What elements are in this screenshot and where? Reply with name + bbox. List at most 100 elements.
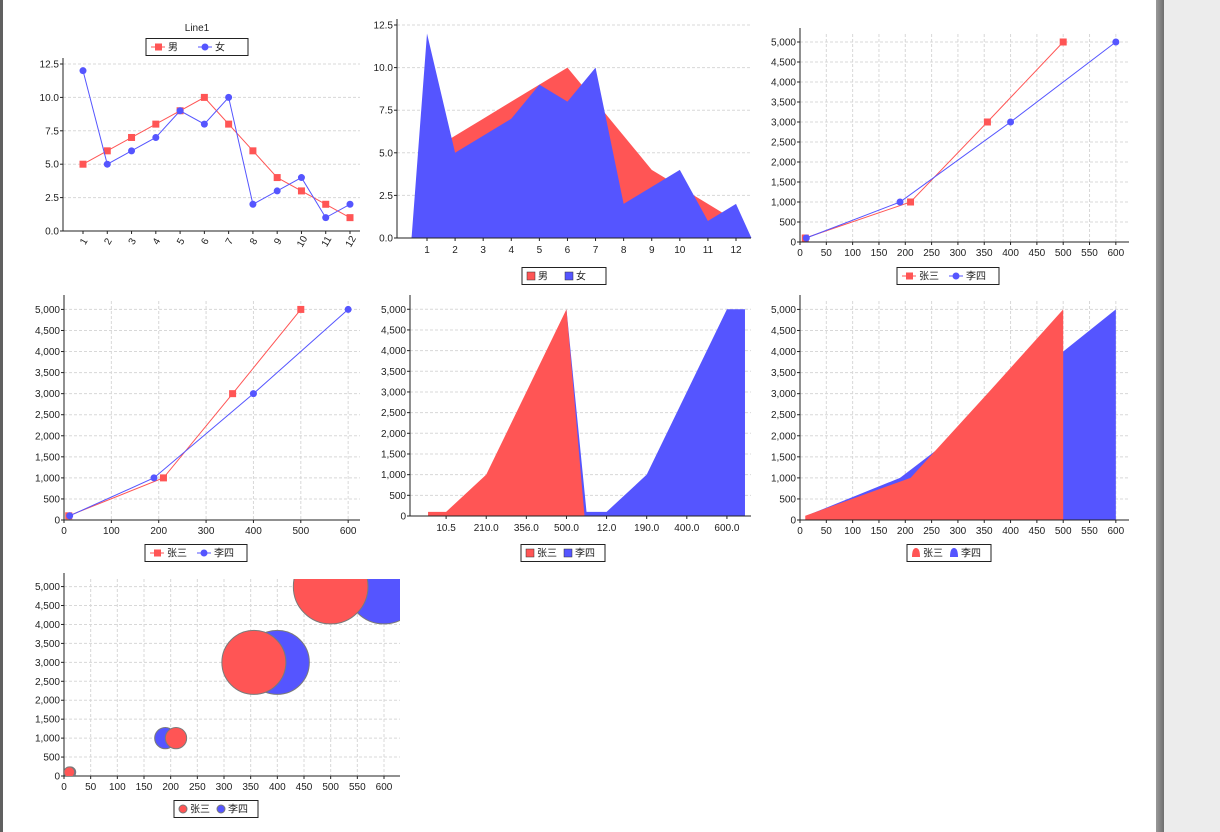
bubble — [221, 629, 287, 695]
x-tick-label: 10 — [295, 234, 310, 250]
legend-label: 李四 — [575, 547, 595, 560]
x-tick-label: 450 — [1029, 526, 1046, 537]
y-tick-label: 0 — [54, 516, 60, 527]
x-tick-label: 3 — [127, 236, 140, 247]
data-point-circle — [79, 67, 87, 75]
y-tick-label: 500 — [43, 753, 60, 764]
series-line — [82, 96, 351, 219]
x-tick-label: 12 — [730, 245, 742, 256]
legend-label: 张三 — [923, 548, 943, 560]
legend-circle-marker — [201, 43, 209, 51]
x-tick-label: 350 — [242, 782, 259, 793]
x-tick-label: 600 — [340, 526, 357, 537]
y-tick-label: 2,000 — [771, 431, 796, 442]
x-tick-label: 190.0 — [634, 523, 659, 534]
data-point-circle — [896, 198, 904, 206]
x-tick-label: 500 — [1055, 248, 1072, 259]
y-tick-label: 3,000 — [381, 387, 406, 398]
x-tick-label: 550 — [1081, 526, 1098, 537]
x-tick-label: 50 — [821, 526, 833, 537]
series-line — [69, 309, 349, 517]
x-tick-label: 0 — [61, 526, 67, 537]
y-tick-label: 1,000 — [35, 734, 60, 745]
legend-square-marker — [155, 43, 162, 51]
legend: 张三 李四 — [896, 267, 1000, 285]
y-tick-label: 3,000 — [771, 389, 796, 400]
x-tick-label: 6 — [565, 245, 571, 256]
legend-box — [521, 267, 607, 285]
x-tick-label: 11 — [703, 245, 714, 256]
legend-box — [520, 544, 606, 562]
bubble — [64, 766, 76, 776]
data-point-circle — [128, 147, 136, 155]
x-tick-label: 12.0 — [597, 523, 617, 534]
x-tick-label: 3 — [480, 245, 486, 256]
legend-label: 女 — [215, 41, 225, 54]
x-tick-label: 100 — [844, 526, 861, 537]
data-point-square — [159, 474, 167, 482]
x-tick-label: 5 — [175, 236, 188, 247]
x-tick-label: 5 — [537, 245, 543, 256]
x-tick-label: 4 — [151, 236, 164, 247]
page-edge-shadow — [1156, 0, 1164, 832]
data-point-circle — [249, 200, 257, 208]
y-tick-label: 5,000 — [771, 38, 796, 49]
legend: 张三 李四 — [906, 544, 992, 562]
legend-box — [145, 38, 249, 56]
legend: 男女 — [145, 38, 249, 56]
side-panel — [1164, 0, 1220, 832]
x-tick-label: 2 — [102, 236, 115, 247]
y-tick-label: 12.5 — [40, 60, 60, 71]
chart-xy-line: 0 500 1,000 1,500 2,000 2,500 3,000 3,500 4,000 4… — [35, 295, 360, 562]
data-point-square — [297, 187, 305, 195]
x-tick-label: 6 — [200, 236, 213, 247]
y-tick-label: 2,000 — [381, 429, 406, 440]
x-tick-label: 150 — [871, 248, 888, 259]
data-point-square — [907, 198, 915, 206]
x-tick-label: 400 — [245, 526, 262, 537]
x-tick-label: 9 — [649, 245, 655, 256]
data-point-circle — [150, 474, 158, 482]
legend: 张三 李四 — [144, 544, 248, 562]
data-point-square — [79, 160, 87, 168]
x-tick-label: 210.0 — [474, 523, 499, 534]
y-tick-label: 7.5 — [379, 106, 393, 117]
data-point-square — [152, 120, 160, 128]
x-tick-label: 400.0 — [674, 523, 699, 534]
bubble-points — [64, 579, 400, 776]
legend-square-swatch — [525, 548, 535, 558]
y-tick-label: 5,000 — [381, 305, 406, 316]
legend-square-marker — [154, 549, 161, 557]
y-tick-label: 0.0 — [379, 234, 393, 245]
y-tick-label: 3,500 — [35, 368, 60, 379]
x-tick-label: 4 — [508, 245, 514, 256]
legend-circle-marker — [200, 549, 208, 557]
legend-label: 张三 — [167, 548, 187, 560]
x-tick-label: 100 — [103, 526, 120, 537]
x-tick-label: 12 — [344, 234, 359, 250]
data-point-square — [346, 214, 354, 222]
legend-label: 男 — [168, 42, 178, 54]
x-tick-label: 200 — [150, 526, 167, 537]
data-point-circle — [249, 390, 257, 398]
legend-box — [906, 544, 992, 562]
x-tick-label: 500 — [1055, 526, 1072, 537]
data-point-circle — [346, 200, 354, 208]
x-tick-label: 200 — [897, 526, 914, 537]
data-point-circle — [152, 133, 160, 141]
y-tick-label: 4,000 — [35, 347, 60, 358]
x-tick-label: 356.0 — [514, 523, 539, 534]
data-point-circle — [200, 120, 208, 128]
data-point-square — [128, 133, 136, 141]
data-point-square — [229, 390, 237, 398]
y-tick-label: 2,500 — [771, 410, 796, 421]
x-tick-label: 2 — [452, 245, 458, 256]
y-tick-label: 1,000 — [771, 198, 796, 209]
y-tick-label: 3,500 — [771, 368, 796, 379]
y-tick-label: 4,500 — [35, 601, 60, 612]
y-tick-label: 500 — [389, 491, 406, 502]
x-tick-label: 400 — [1002, 526, 1019, 537]
legend-label: 李四 — [228, 803, 248, 816]
x-tick-label: 200 — [897, 248, 914, 259]
chart-title: Line1 — [185, 23, 210, 34]
